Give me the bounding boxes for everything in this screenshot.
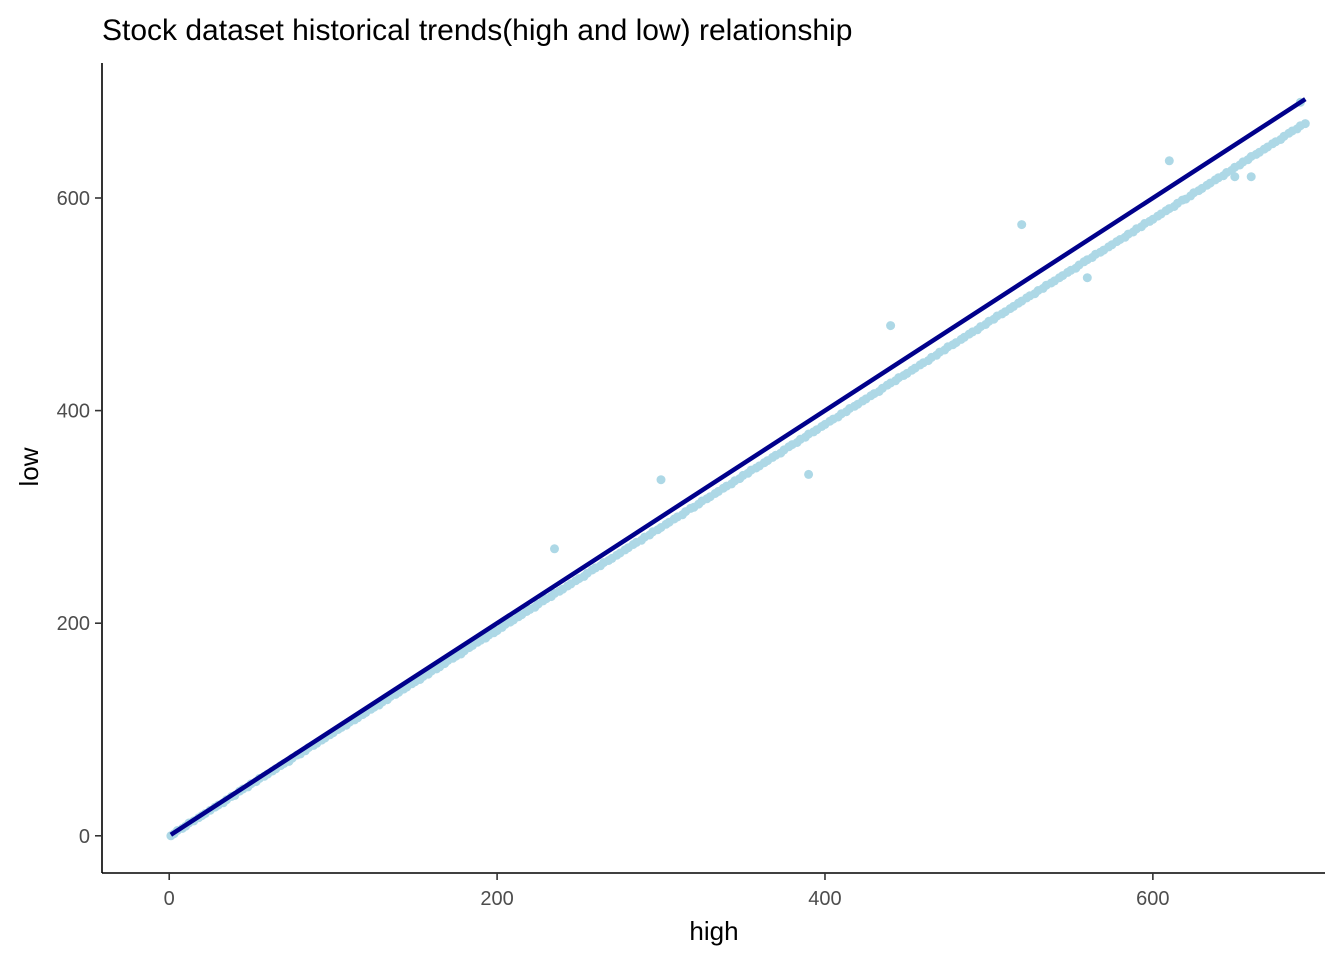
x-tick-label: 400 bbox=[808, 888, 841, 910]
y-tick-label: 0 bbox=[79, 826, 90, 848]
fit-line bbox=[169, 97, 1307, 837]
y-tick-label: 400 bbox=[57, 401, 90, 423]
data-point bbox=[886, 321, 896, 331]
data-point bbox=[804, 469, 814, 479]
x-tick-label: 600 bbox=[1136, 888, 1169, 910]
x-axis-ticks: 0 200 400 600 bbox=[164, 873, 1170, 910]
x-axis-label: high bbox=[689, 916, 738, 946]
data-point bbox=[550, 544, 559, 554]
y-axis-label: low bbox=[14, 447, 44, 486]
y-tick-label: 200 bbox=[57, 613, 90, 635]
fit-line-layer bbox=[169, 97, 1307, 837]
chart-title: Stock dataset historical trends(high and… bbox=[102, 14, 852, 47]
data-point bbox=[1017, 220, 1027, 230]
data-point bbox=[1164, 156, 1174, 166]
y-tick-label: 600 bbox=[57, 188, 90, 210]
data-point bbox=[1246, 172, 1256, 182]
y-axis-ticks: 0 200 400 600 bbox=[57, 188, 102, 848]
scatter-points bbox=[166, 97, 1310, 841]
data-point bbox=[1082, 273, 1092, 283]
data-point bbox=[656, 475, 666, 485]
x-tick-label: 0 bbox=[164, 888, 175, 910]
x-tick-label: 200 bbox=[480, 888, 513, 910]
data-point bbox=[1230, 172, 1240, 182]
data-point bbox=[1300, 119, 1310, 129]
